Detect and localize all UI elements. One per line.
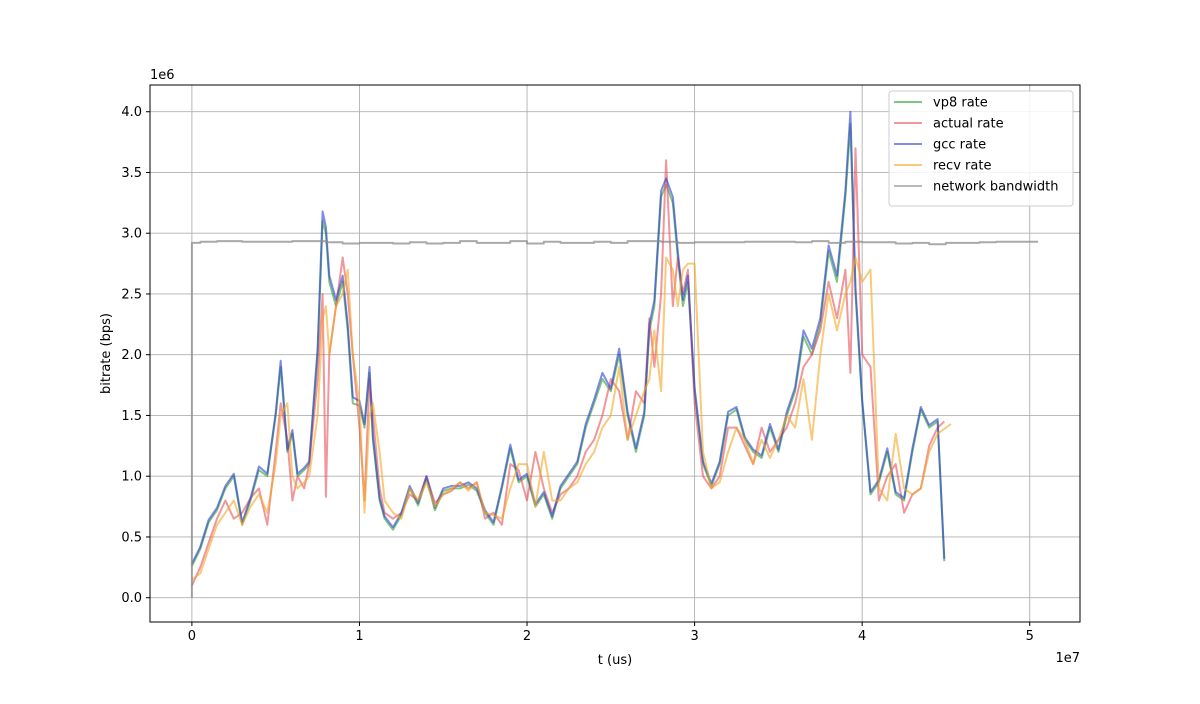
legend-label: recv rate xyxy=(933,159,991,174)
legend-label: network bandwidth xyxy=(933,180,1058,195)
y-tick-label: 3.5 xyxy=(121,166,142,181)
series-line-vp8-rate xyxy=(191,122,946,567)
x-tick-label: 5 xyxy=(1026,629,1034,644)
legend-box xyxy=(888,90,1074,207)
series-line-recv-rate xyxy=(191,256,952,581)
series-line-gcc-rate xyxy=(191,110,946,565)
y-tick-label: 2.0 xyxy=(121,348,142,363)
series-lines xyxy=(190,110,1039,598)
y-tick-label: 1.5 xyxy=(121,409,142,424)
series-line-actual-rate xyxy=(190,147,945,587)
y-tick-label: 0.5 xyxy=(121,530,142,545)
legend-label: actual rate xyxy=(933,117,1004,132)
x-tick-label: 1 xyxy=(355,629,363,644)
x-axis-ticks: 0 1 2 3 4 5 xyxy=(188,622,1034,644)
y-tick-label: 3.0 xyxy=(121,227,142,242)
series-group xyxy=(190,110,1039,598)
y-axis-ticks: 0.0 0.5 1.0 1.5 2.0 2.5 3.0 3.5 4.0 xyxy=(121,105,150,606)
x-tick-label: 0 xyxy=(188,629,196,644)
y-tick-label: 1.0 xyxy=(121,470,142,485)
x-axis-offset-text: 1e7 xyxy=(1055,651,1080,666)
y-tick-label: 0.0 xyxy=(121,591,142,606)
legend-label: vp8 rate xyxy=(933,96,988,111)
x-tick-label: 2 xyxy=(523,629,531,644)
series-line-network-bandwidth xyxy=(190,240,1039,598)
y-tick-label: 2.5 xyxy=(121,287,142,302)
x-tick-label: 4 xyxy=(858,629,866,644)
legend-label: gcc rate xyxy=(933,138,986,153)
x-tick-label: 3 xyxy=(690,629,698,644)
legend: vp8 rate actual rate gcc rate recv rate netw… xyxy=(888,90,1074,207)
axes-frame xyxy=(149,84,1081,623)
y-tick-label: 4.0 xyxy=(121,105,142,120)
y-axis-offset-text: 1e6 xyxy=(150,68,175,83)
y-axis-label: bitrate (bps) xyxy=(99,313,114,394)
x-axis-label: t (us) xyxy=(598,653,632,668)
